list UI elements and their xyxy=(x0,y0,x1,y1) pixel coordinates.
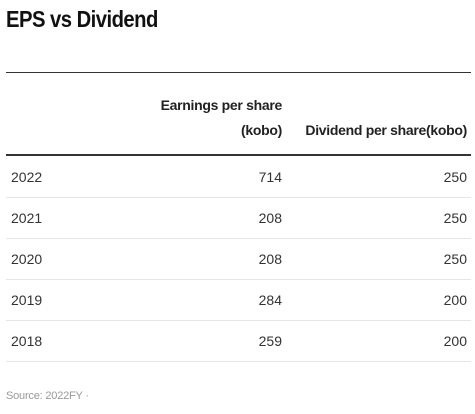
cell-eps: 208 xyxy=(258,251,282,267)
cell-dividend: 200 xyxy=(443,292,467,308)
table-body: 2022 714 250 2021 208 250 2020 208 250 2… xyxy=(6,157,471,362)
cell-eps: 714 xyxy=(258,169,282,185)
table-header: Earnings per share (kobo) Dividend per s… xyxy=(6,73,471,155)
chart-title: EPS vs Dividend xyxy=(6,6,158,32)
cell-year: 2019 xyxy=(11,292,43,308)
table-row: 2020 208 250 xyxy=(6,239,471,280)
table-top-rule xyxy=(6,72,471,73)
header-eps-line2: (kobo) xyxy=(241,122,282,138)
cell-year: 2022 xyxy=(11,169,43,185)
table-row: 2022 714 250 xyxy=(6,157,471,198)
header-dividend: Dividend per share(kobo) xyxy=(305,122,467,138)
header-eps: Earnings per share (kobo) xyxy=(122,93,283,143)
table-row: 2019 284 200 xyxy=(6,280,471,321)
cell-dividend: 250 xyxy=(443,251,467,267)
cell-eps: 259 xyxy=(258,333,282,349)
cell-year: 2018 xyxy=(11,333,43,349)
table-header-rule xyxy=(6,154,471,156)
table-row: 2018 259 200 xyxy=(6,321,471,362)
cell-dividend: 250 xyxy=(443,210,467,226)
cell-year: 2020 xyxy=(11,251,43,267)
table-row: 2021 208 250 xyxy=(6,198,471,239)
cell-eps: 284 xyxy=(258,292,282,308)
source-note: Source: 2022FY · xyxy=(6,390,89,402)
cell-dividend: 200 xyxy=(443,333,467,349)
header-eps-line1: Earnings per share xyxy=(160,97,283,113)
cell-year: 2021 xyxy=(11,210,43,226)
cell-dividend: 250 xyxy=(443,169,467,185)
cell-eps: 208 xyxy=(258,210,282,226)
